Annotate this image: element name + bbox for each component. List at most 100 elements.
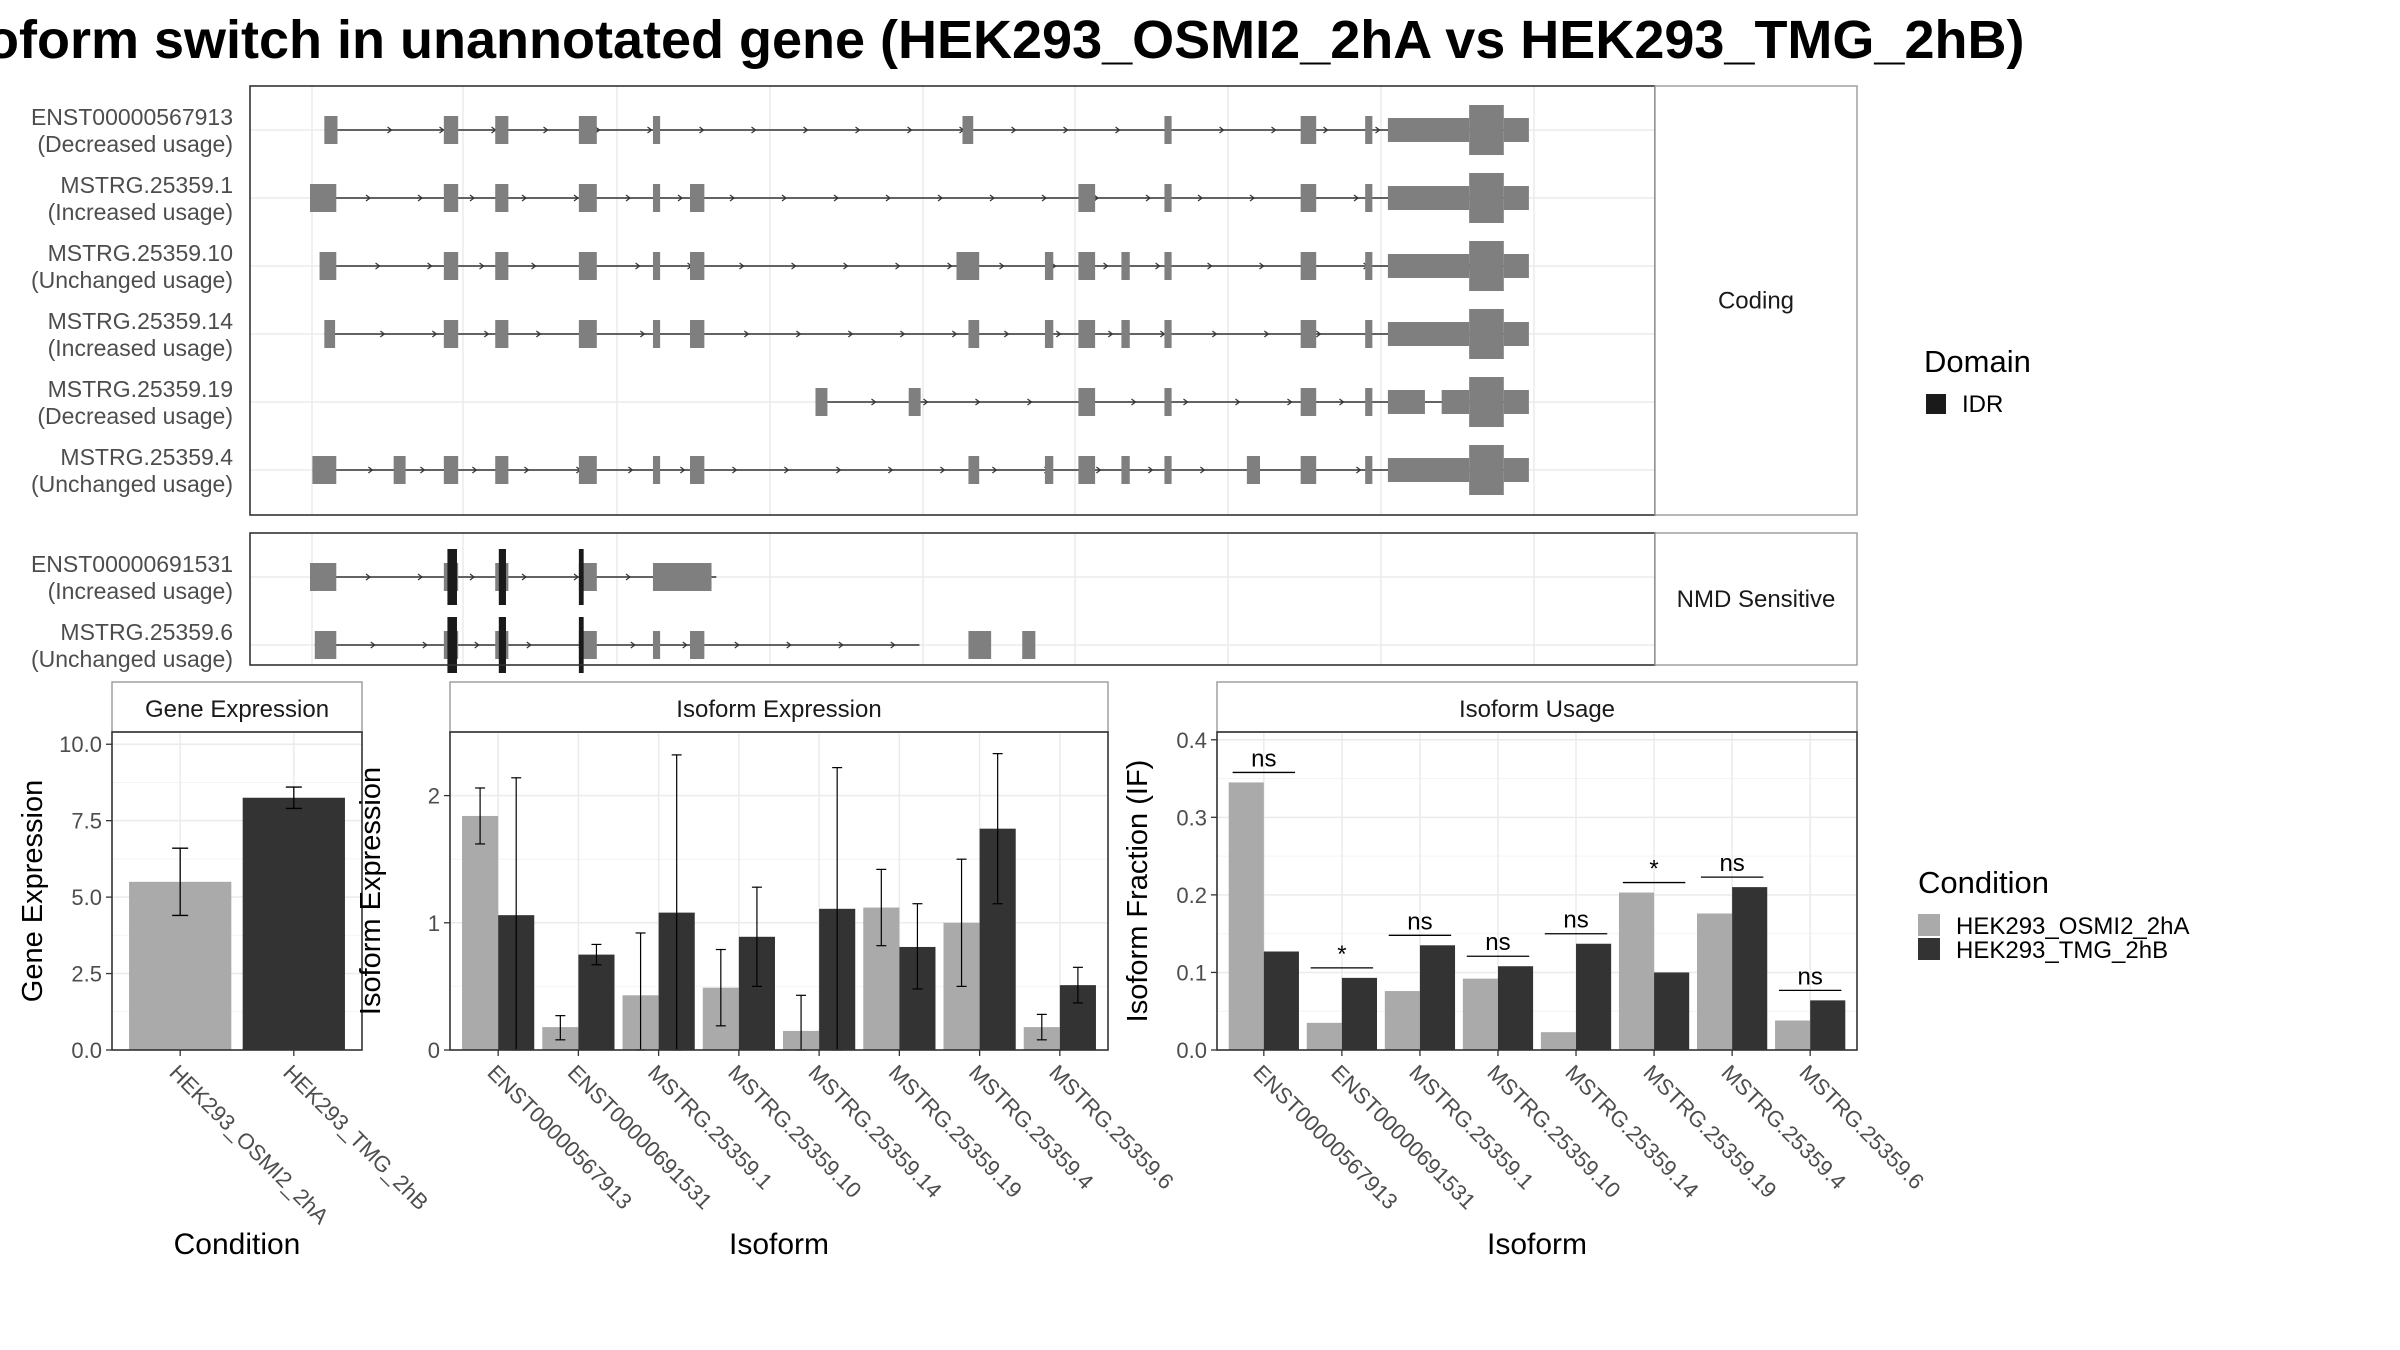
intron-arrow bbox=[743, 330, 750, 338]
exon bbox=[1044, 320, 1054, 348]
chart-strip bbox=[1216, 681, 1858, 733]
exon bbox=[652, 563, 712, 591]
intron-arrow bbox=[420, 466, 426, 474]
transcript-usage-ENST00000567913: (Decreased usage) bbox=[37, 131, 233, 157]
exon bbox=[968, 456, 980, 484]
intron-arrow bbox=[1259, 262, 1265, 270]
exon bbox=[324, 320, 336, 348]
legend-condition-title: Condition bbox=[1918, 865, 2049, 900]
exon bbox=[1365, 320, 1373, 348]
exon bbox=[690, 184, 705, 212]
exon bbox=[962, 116, 974, 144]
exon bbox=[690, 456, 705, 484]
structure-panel-1: NMD Sensitive bbox=[249, 532, 1858, 673]
intron-arrow bbox=[847, 330, 854, 338]
bar-HEK293_OSMI2_2hA-MSTRG.25359.19 bbox=[1618, 892, 1655, 1050]
intron-arrow bbox=[1200, 466, 1206, 474]
significance-label: ns bbox=[1407, 908, 1432, 935]
intron-arrow bbox=[1145, 194, 1151, 202]
intron-arrow bbox=[1159, 330, 1166, 338]
exon bbox=[968, 631, 992, 659]
exon bbox=[443, 252, 459, 280]
intron-arrow bbox=[625, 573, 631, 581]
exon bbox=[443, 320, 459, 348]
intron-arrow bbox=[803, 126, 809, 134]
transcript-usage-MSTRG.25359.19: (Decreased usage) bbox=[37, 403, 233, 429]
intron-arrow bbox=[734, 641, 740, 649]
transcript-label-MSTRG.25359.14: MSTRG.25359.14 bbox=[48, 308, 234, 334]
y-axis-title: Isoform Expression bbox=[355, 767, 387, 1015]
intron-arrow bbox=[628, 466, 634, 474]
bar-HEK293_TMG_2hB-MSTRG.25359.14 bbox=[1576, 943, 1612, 1050]
idr-domain bbox=[447, 617, 457, 673]
legend-domain: Domain IDR bbox=[1924, 344, 2031, 418]
legend-condition-a-label: HEK293_OSMI2_2hA bbox=[1956, 913, 2189, 940]
bar-HEK293_OSMI2_2hA-ENST00000567913 bbox=[462, 815, 499, 1050]
intron-arrow bbox=[1356, 466, 1362, 474]
y-tick-label: 0.1 bbox=[1176, 960, 1207, 985]
exon bbox=[1469, 241, 1504, 291]
exon bbox=[1441, 390, 1470, 414]
exon bbox=[1246, 456, 1261, 484]
exon bbox=[578, 116, 597, 144]
intron-arrow bbox=[1096, 466, 1102, 474]
legend-condition: Condition HEK293_OSMI2_2hA HEK293_TMG_2h… bbox=[1918, 865, 2189, 964]
significance-label: * bbox=[1337, 941, 1346, 968]
exon bbox=[495, 252, 509, 280]
y-axis-title: Isoform Fraction (IF) bbox=[1122, 760, 1154, 1023]
intron-arrow bbox=[1219, 126, 1225, 134]
bar-HEK293_TMG_2hB bbox=[242, 797, 345, 1050]
bar-HEK293_TMG_2hB-MSTRG.25359.1 bbox=[1419, 945, 1456, 1050]
intron-arrow bbox=[635, 262, 641, 270]
exon bbox=[1469, 309, 1504, 359]
significance-label: ns bbox=[1485, 929, 1510, 956]
exon bbox=[1300, 184, 1317, 212]
x-axis-title: Isoform bbox=[1487, 1228, 1587, 1261]
intron-arrow bbox=[680, 466, 686, 474]
intron-arrow bbox=[890, 641, 896, 649]
exon bbox=[1469, 377, 1504, 427]
exon bbox=[1387, 254, 1470, 278]
bar-HEK293_OSMI2_2hA-ENST00000691531 bbox=[1306, 1022, 1342, 1050]
intron-arrow bbox=[535, 330, 542, 338]
intron-arrow bbox=[427, 262, 433, 270]
intron-arrow bbox=[639, 330, 646, 338]
exon bbox=[1078, 252, 1096, 280]
intron-arrow bbox=[379, 330, 386, 338]
exon bbox=[690, 631, 705, 659]
exon bbox=[1022, 631, 1036, 659]
idr-domain bbox=[578, 617, 584, 673]
transcript-label-MSTRG.25359.1: MSTRG.25359.1 bbox=[60, 172, 233, 198]
intron-arrow bbox=[940, 466, 946, 474]
significance-label: * bbox=[1649, 856, 1658, 883]
bar-HEK293_TMG_2hB-ENST00000691531 bbox=[1341, 977, 1377, 1050]
bar-HEK293_OSMI2_2hA-MSTRG.25359.6 bbox=[1775, 1020, 1811, 1050]
intron-arrow bbox=[595, 126, 601, 134]
legend-condition-b-label: HEK293_TMG_2hB bbox=[1956, 937, 2168, 964]
exon bbox=[1365, 252, 1373, 280]
intron-arrow bbox=[1197, 194, 1203, 202]
intron-arrow bbox=[1148, 466, 1154, 474]
legend-idr-key bbox=[1926, 394, 1946, 414]
intron-arrow bbox=[625, 194, 631, 202]
chart-panel-border bbox=[449, 731, 1109, 1051]
intron-arrow bbox=[526, 641, 532, 649]
intron-arrow bbox=[781, 194, 787, 202]
intron-arrow bbox=[923, 398, 929, 406]
structure-strip-label: NMD Sensitive bbox=[1677, 586, 1836, 613]
intron-arrow bbox=[999, 262, 1005, 270]
intron-arrow bbox=[992, 466, 998, 474]
exon bbox=[652, 456, 661, 484]
intron-arrow bbox=[365, 194, 371, 202]
intron-arrow bbox=[951, 330, 958, 338]
intron-arrow bbox=[469, 194, 475, 202]
intron-arrow bbox=[1263, 330, 1270, 338]
intron-arrow bbox=[1115, 126, 1121, 134]
exon bbox=[495, 456, 509, 484]
intron-arrow bbox=[677, 194, 683, 202]
exon bbox=[578, 456, 597, 484]
exon bbox=[652, 320, 661, 348]
exon bbox=[1164, 456, 1172, 484]
y-tick-label: 5.0 bbox=[71, 885, 102, 910]
